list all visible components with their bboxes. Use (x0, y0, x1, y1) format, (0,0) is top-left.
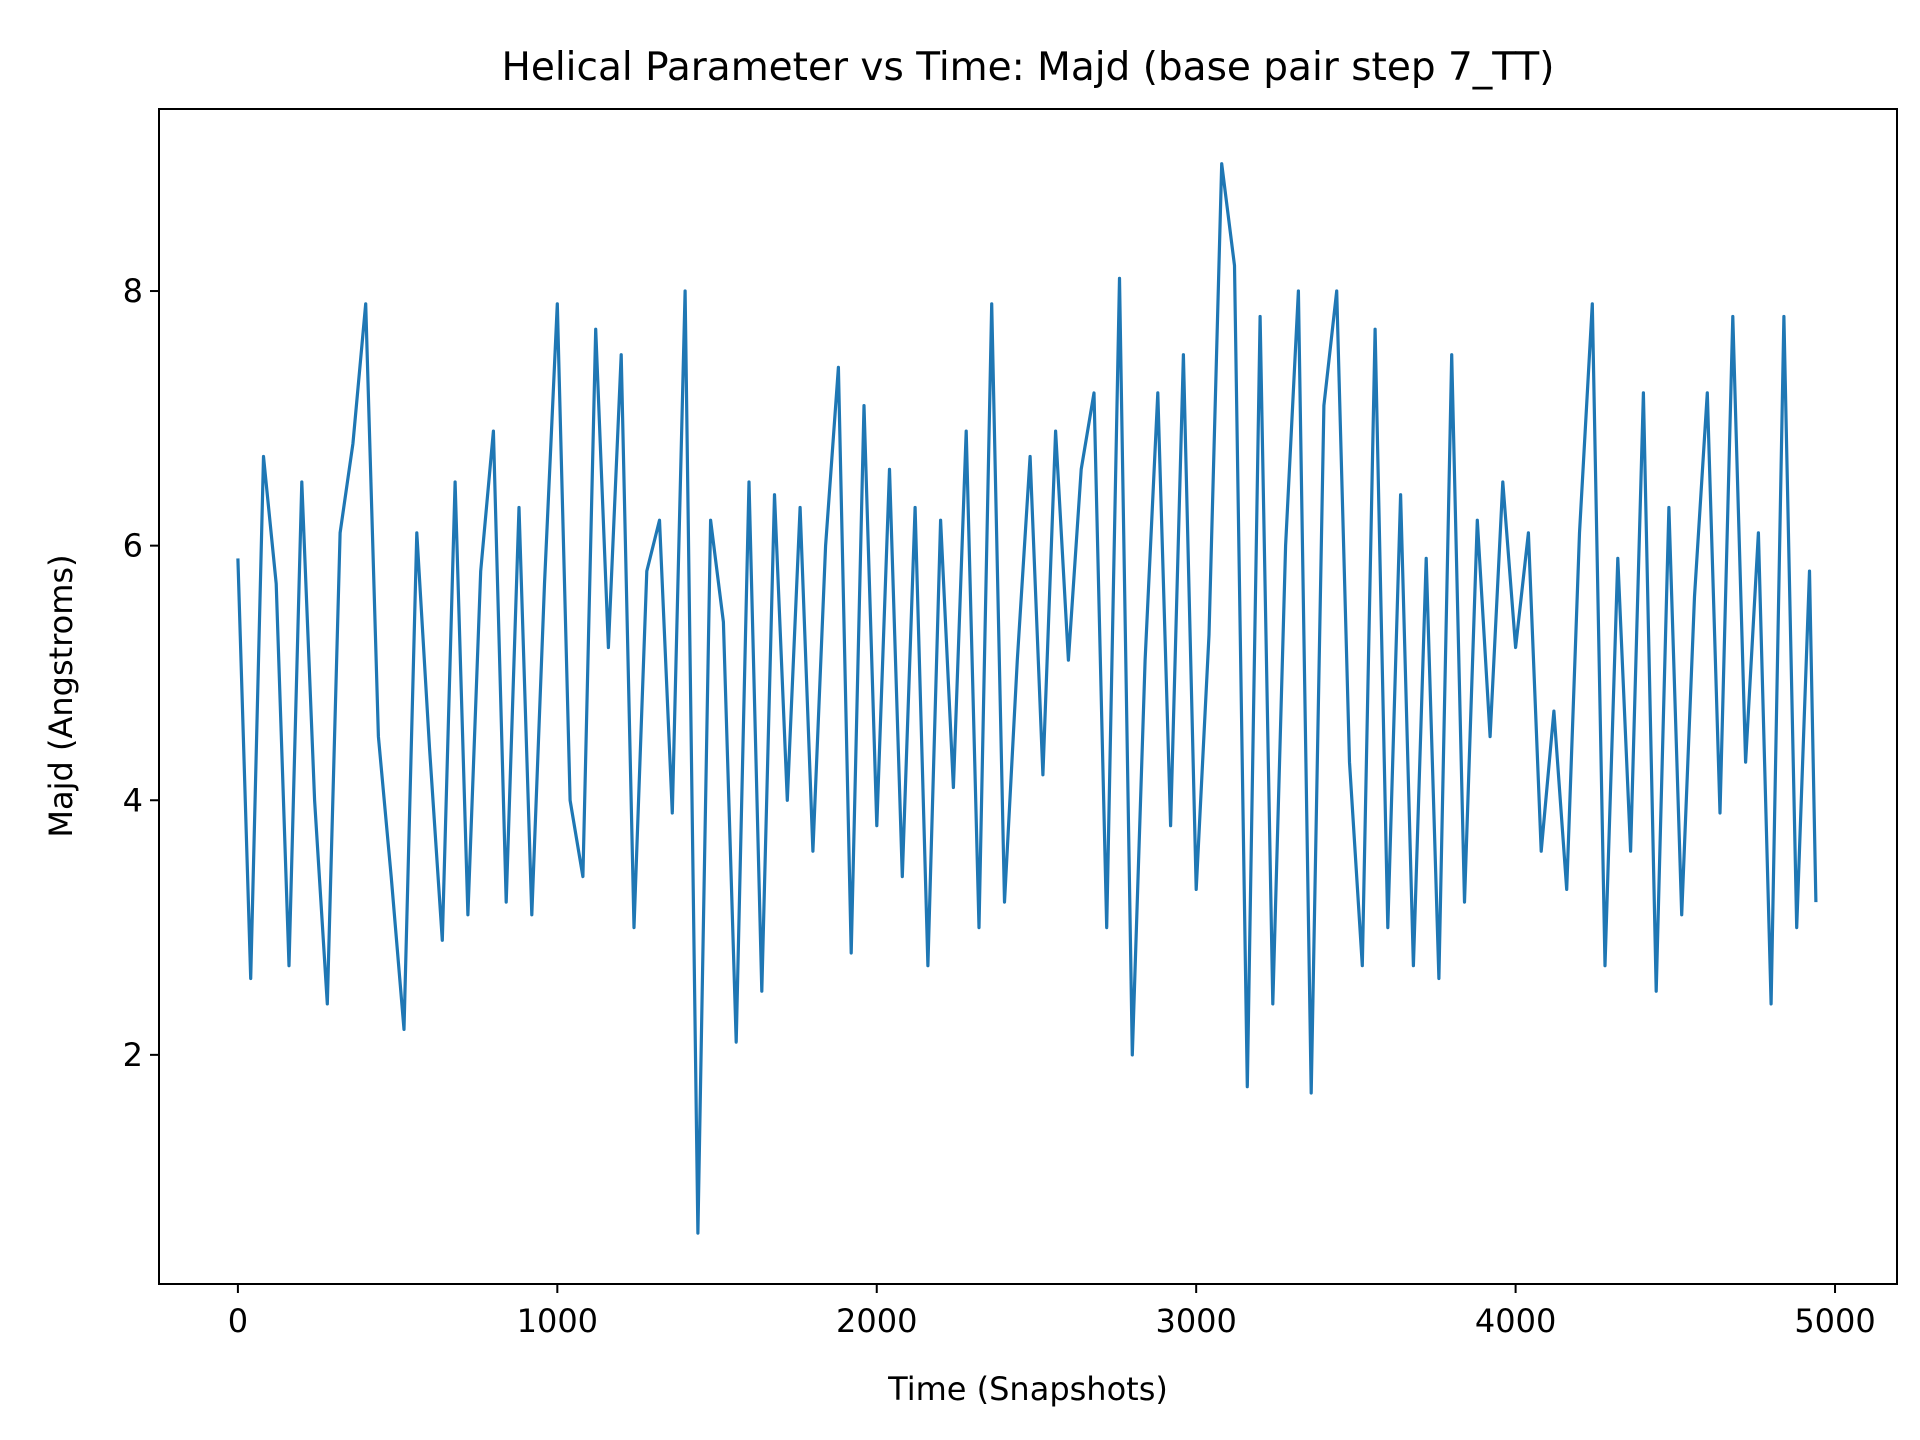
plot-frame (158, 108, 1898, 1285)
x-tick-label: 1000 (517, 1302, 598, 1340)
data-line (236, 162, 1818, 1235)
y-axis-label: Majd (Angstroms) (42, 554, 80, 837)
y-tick-label: 6 (123, 527, 143, 565)
x-axis-label: Time (Snapshots) (887, 1370, 1168, 1408)
y-tick-label: 2 (123, 1036, 143, 1074)
x-tick-label: 0 (228, 1302, 248, 1340)
x-tick-label: 4000 (1475, 1302, 1556, 1340)
y-tick-label: 4 (123, 781, 143, 819)
x-tick-label: 5000 (1794, 1302, 1875, 1340)
chart-title: Helical Parameter vs Time: Majd (base pa… (502, 45, 1555, 90)
x-tick-label: 3000 (1155, 1302, 1236, 1340)
y-tick-label: 8 (123, 272, 143, 310)
x-tick-label: 2000 (836, 1302, 917, 1340)
